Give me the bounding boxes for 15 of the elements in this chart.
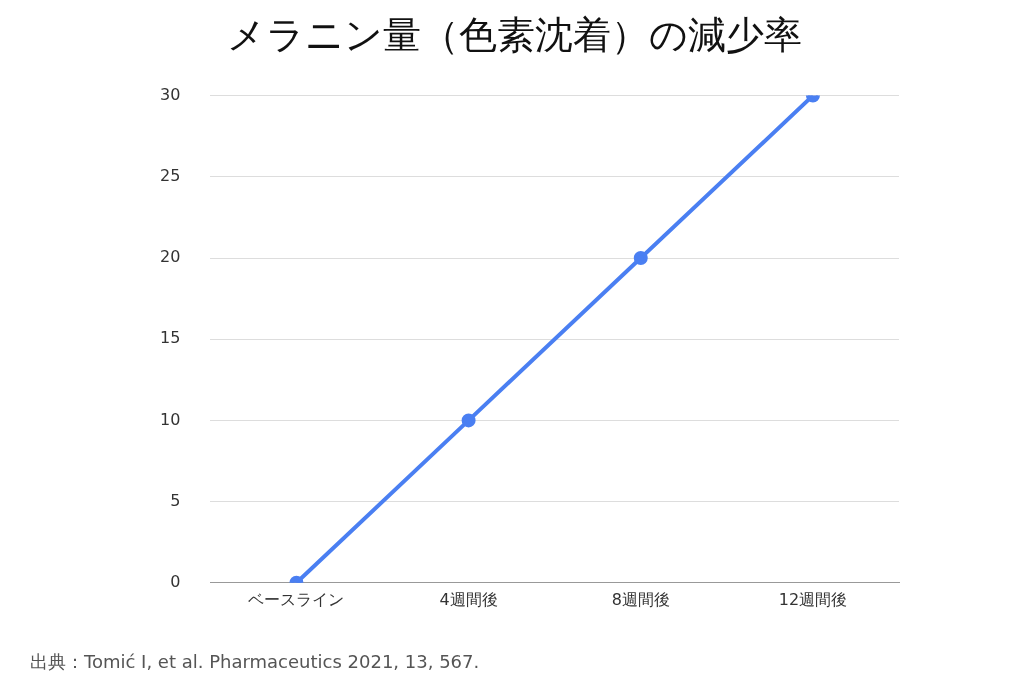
y-tick-label: 5 xyxy=(170,490,181,510)
x-tick-label: 12週間後 xyxy=(778,589,848,609)
point xyxy=(633,251,648,265)
chart-title: メラニン量（色素沈着）の減少率 xyxy=(227,12,802,57)
source-note: 出典：Tomić I, et al. Pharmaceutics 2021, 13, 567. xyxy=(30,651,480,672)
point xyxy=(461,413,476,428)
y-tick-label: 30 xyxy=(160,84,181,104)
y-tick-label: 10 xyxy=(160,409,181,429)
y-tick-label: 0 xyxy=(170,571,181,591)
x-tick-label: 4週間後 xyxy=(439,589,498,609)
x-tick-label: ベースライン xyxy=(248,589,345,609)
y-tick-label: 20 xyxy=(160,247,181,267)
y-tick-label: 25 xyxy=(160,165,181,185)
x-tick-label: 8週間後 xyxy=(611,589,670,609)
y-tick-label: 15 xyxy=(160,328,181,348)
